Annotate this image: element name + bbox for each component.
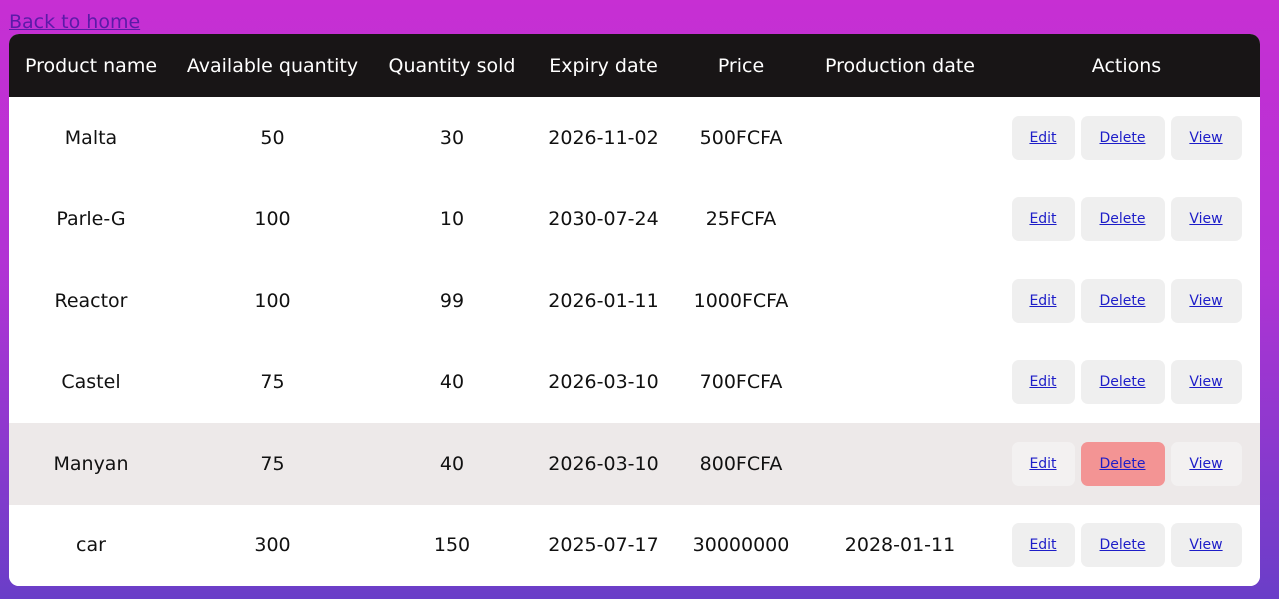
quantity-sold: 99: [439, 289, 465, 312]
edit-button[interactable]: Edit: [1011, 278, 1075, 323]
product-name: Parle-G: [56, 208, 126, 231]
expiry-date: 2026-03-10: [548, 452, 659, 475]
header-product-name: Product name: [24, 54, 158, 77]
product-name: Manyan: [53, 452, 129, 475]
price: 500FCFA: [699, 126, 783, 149]
expiry-date: 2026-03-10: [548, 371, 659, 394]
price: 700FCFA: [699, 371, 783, 394]
table-header-row: Product name Available quantity Quantity…: [9, 34, 1260, 97]
available-quantity: 75: [260, 452, 285, 475]
view-button[interactable]: View: [1170, 523, 1242, 568]
expiry-date: 2026-11-02: [548, 126, 659, 149]
product-name: Reactor: [54, 289, 128, 312]
delete-button[interactable]: Delete: [1080, 278, 1165, 323]
delete-button[interactable]: Delete: [1080, 441, 1165, 486]
delete-button[interactable]: Delete: [1080, 360, 1165, 405]
header-actions: Actions: [1091, 54, 1162, 77]
available-quantity: 50: [260, 126, 285, 149]
quantity-sold: 10: [439, 208, 465, 231]
view-button[interactable]: View: [1170, 441, 1242, 486]
quantity-sold: 30: [439, 126, 465, 149]
table-row: car 300 150 2025-07-17 30000000 2028-01-…: [9, 504, 1260, 587]
price: 800FCFA: [699, 452, 783, 475]
production-date: [807, 423, 993, 505]
header-price: Price: [717, 54, 765, 77]
product-name: car: [76, 534, 106, 557]
table-row: Castel 75 40 2026-03-10 700FCFA Edit Del…: [9, 341, 1260, 424]
production-date: [807, 260, 993, 342]
edit-button[interactable]: Edit: [1011, 115, 1075, 160]
header-quantity-sold: Quantity sold: [388, 54, 516, 77]
actions-cell: Edit Delete View: [993, 260, 1260, 342]
edit-button[interactable]: Edit: [1011, 360, 1075, 405]
available-quantity: 300: [254, 534, 291, 557]
products-table-container: Product name Available quantity Quantity…: [9, 34, 1260, 586]
delete-button[interactable]: Delete: [1080, 115, 1165, 160]
view-button[interactable]: View: [1170, 197, 1242, 242]
product-name: Malta: [64, 126, 118, 149]
actions-cell: Edit Delete View: [993, 423, 1260, 505]
edit-button[interactable]: Edit: [1011, 197, 1075, 242]
quantity-sold: 40: [439, 371, 465, 394]
production-date: [807, 342, 993, 424]
delete-button[interactable]: Delete: [1080, 197, 1165, 242]
view-button[interactable]: View: [1170, 360, 1242, 405]
table-row: Malta 50 30 2026-11-02 500FCFA Edit Dele…: [9, 97, 1260, 179]
available-quantity: 75: [260, 371, 285, 394]
actions-cell: Edit Delete View: [993, 505, 1260, 587]
available-quantity: 100: [254, 289, 291, 312]
available-quantity: 100: [254, 208, 291, 231]
delete-button[interactable]: Delete: [1080, 523, 1165, 568]
quantity-sold: 40: [439, 452, 465, 475]
quantity-sold: 150: [433, 534, 471, 557]
table-row: Reactor 100 99 2026-01-11 1000FCFA Edit …: [9, 260, 1260, 342]
products-table: Product name Available quantity Quantity…: [9, 34, 1260, 586]
table-row: Parle-G 100 10 2030-07-24 25FCFA Edit De…: [9, 178, 1260, 261]
view-button[interactable]: View: [1170, 115, 1242, 160]
actions-cell: Edit Delete View: [993, 179, 1260, 261]
view-button[interactable]: View: [1170, 278, 1242, 323]
production-date: [807, 179, 993, 261]
expiry-date: 2030-07-24: [548, 208, 659, 231]
price: 1000FCFA: [693, 289, 789, 312]
header-production-date: Production date: [825, 54, 975, 77]
expiry-date: 2026-01-11: [548, 289, 659, 312]
actions-cell: Edit Delete View: [993, 342, 1260, 424]
header-available-quantity: Available quantity: [186, 54, 359, 77]
edit-button[interactable]: Edit: [1011, 523, 1075, 568]
production-date: 2028-01-11: [844, 534, 956, 557]
price: 30000000: [692, 534, 790, 557]
expiry-date: 2025-07-17: [548, 534, 659, 557]
edit-button[interactable]: Edit: [1011, 441, 1075, 486]
header-expiry-date: Expiry date: [549, 54, 658, 77]
production-date: [807, 97, 993, 179]
product-name: Castel: [61, 371, 121, 394]
price: 25FCFA: [705, 208, 777, 231]
actions-cell: Edit Delete View: [993, 97, 1260, 179]
table-row: Manyan 75 40 2026-03-10 800FCFA Edit Del…: [9, 423, 1260, 505]
back-to-home-link[interactable]: Back to home: [9, 11, 141, 33]
